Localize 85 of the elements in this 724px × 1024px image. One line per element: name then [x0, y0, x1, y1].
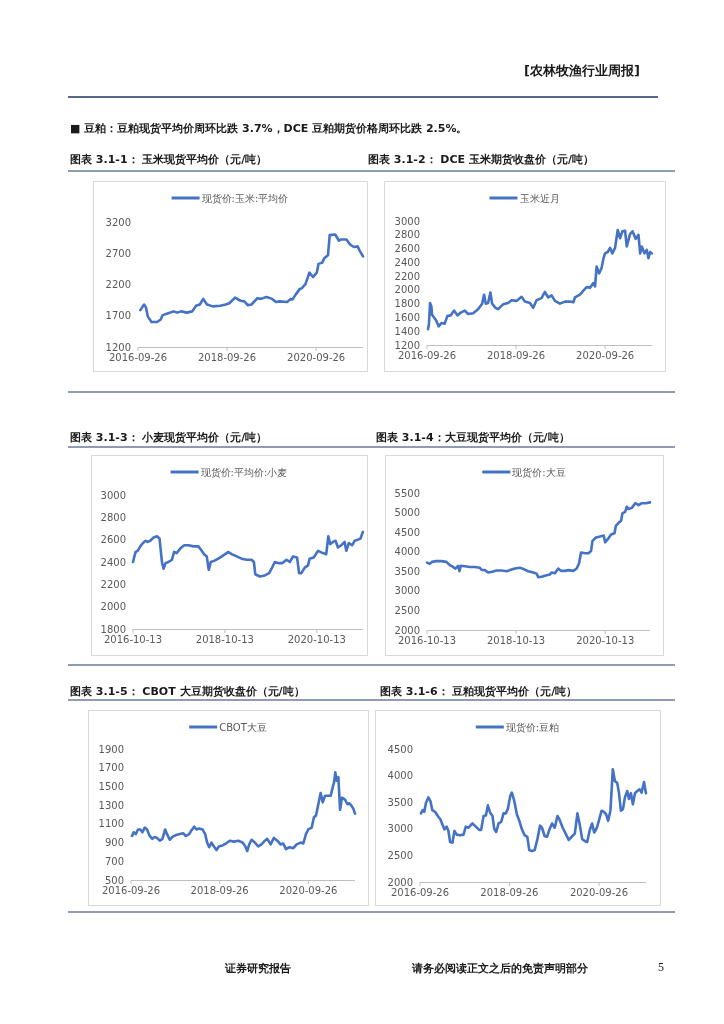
y-tick-label: 3000: [394, 215, 420, 227]
y-tick-label: 1400: [394, 325, 420, 337]
y-tick-label: 4000: [387, 770, 413, 782]
y-tick-label: 2200: [100, 578, 126, 590]
x-tick-label: 2020-10-13: [576, 635, 635, 646]
y-tick-label: 4000: [394, 546, 420, 558]
x-tick-label: 2016-09-26: [101, 885, 161, 896]
y-tick-label: 2600: [100, 534, 126, 546]
y-tick-label: 1800: [394, 298, 420, 310]
y-tick-label: 2500: [387, 849, 413, 861]
x-tick-label: 2018-09-26: [480, 887, 539, 898]
x-tick-label: 2016-09-26: [390, 887, 450, 898]
text: 证券研究报告: [224, 962, 291, 975]
y-tick-label: 2200: [105, 279, 131, 290]
chart-title: 图表 3.1-2： DCE 玉米期货收盘价（元/吨）: [368, 153, 594, 166]
y-tick-label: 2700: [105, 247, 131, 259]
x-tick-label: 2018-09-26: [486, 350, 546, 361]
x-tick-label: 2020-09-26: [569, 887, 629, 898]
line-series: [426, 228, 654, 331]
y-tick-label: 2500: [394, 604, 420, 616]
y-tick-label: 1700: [98, 762, 124, 774]
legend-label: 现货价:玉米:平均价: [201, 193, 289, 204]
text: 请务必阅读正文之后的免责声明部分: [411, 962, 589, 975]
y-tick-label: 2000: [394, 624, 420, 636]
x-tick-label: 2018-10-13: [486, 635, 546, 646]
legend-label: 现货价:豆粕: [505, 722, 560, 733]
x-tick-label: 2018-09-26: [197, 352, 257, 363]
x-tick-label: 2020-09-26: [576, 350, 635, 361]
y-tick-label: 1300: [98, 799, 124, 811]
y-tick-label: 4500: [387, 743, 413, 755]
line-series: [130, 771, 357, 853]
y-tick-label: 2000: [394, 284, 420, 296]
y-tick-label: 1100: [98, 818, 124, 830]
y-tick-label: 1700: [105, 310, 131, 322]
y-tick-label: 1800: [100, 623, 126, 635]
x-tick-label: 2018-10-13: [195, 634, 254, 645]
legend-label: 现货价:大豆: [512, 467, 566, 478]
legend-label: 玉米近月: [519, 193, 560, 204]
y-tick-label: 3200: [105, 216, 131, 228]
y-tick-label: 1900: [98, 743, 124, 755]
legend-label: 现货价:平均价:小麦: [200, 467, 288, 478]
text: [农林牧渔行业周报]: [524, 63, 640, 78]
chart-title: 图表 3.1-4：大豆现货平均价（元/吨）: [376, 431, 570, 444]
y-tick-label: 3500: [387, 796, 413, 808]
chart-title: 图表 3.1-1： 玉米现货平均价（元/吨）: [70, 153, 268, 166]
y-tick-label: 2800: [100, 511, 126, 523]
line-series: [139, 233, 365, 324]
text: ■ 豆粕：豆粕现货平均价周环比跌 3.7%，DCE 豆粕期货价格周环比跌 2.5%。: [70, 122, 468, 135]
y-tick-label: 500: [104, 874, 124, 886]
y-tick-label: 1600: [394, 311, 420, 323]
chart-title: 图表 3.1-5： CBOT 大豆期货收盘价（元/吨）: [70, 685, 305, 698]
x-tick-label: 2016-10-13: [103, 634, 163, 645]
x-tick-label: 2016-10-13: [397, 635, 457, 646]
y-tick-label: 5500: [394, 487, 420, 499]
x-tick-label: 2020-09-26: [279, 885, 338, 896]
x-tick-label: 2020-10-13: [287, 634, 346, 645]
y-tick-label: 900: [104, 837, 124, 849]
x-tick-label: 2016-09-26: [397, 350, 457, 361]
line-series: [131, 530, 365, 578]
line-series: [425, 501, 652, 579]
text: 5: [658, 960, 664, 974]
y-tick-label: 2400: [100, 556, 126, 568]
y-tick-label: 2600: [394, 243, 420, 255]
y-tick-label: 5000: [394, 507, 420, 519]
y-tick-label: 3000: [387, 823, 413, 835]
y-tick-label: 1500: [98, 780, 124, 792]
chart-title: 图表 3.1-6： 豆粕现货平均价（元/吨）: [380, 685, 578, 698]
y-tick-label: 2200: [394, 270, 420, 282]
line-series: [419, 767, 648, 853]
y-tick-label: 3000: [100, 489, 126, 501]
x-tick-label: 2016-09-26: [108, 352, 168, 363]
x-tick-label: 2020-09-26: [287, 352, 346, 363]
y-tick-label: 2000: [387, 876, 413, 888]
x-tick-label: 2018-09-26: [190, 885, 249, 896]
y-tick-label: 4500: [394, 526, 420, 538]
y-tick-label: 2800: [394, 229, 420, 241]
y-tick-label: 3500: [394, 565, 420, 577]
legend-label: CBOT大豆: [219, 722, 267, 733]
y-tick-label: 1200: [105, 341, 131, 353]
y-tick-label: 1200: [394, 339, 420, 351]
y-tick-label: 700: [104, 855, 124, 867]
chart-title: 图表 3.1-3： 小麦现货平均价（元/吨）: [70, 431, 268, 444]
y-tick-label: 3000: [394, 585, 420, 597]
y-tick-label: 2000: [100, 601, 126, 613]
y-tick-label: 2400: [394, 256, 420, 268]
